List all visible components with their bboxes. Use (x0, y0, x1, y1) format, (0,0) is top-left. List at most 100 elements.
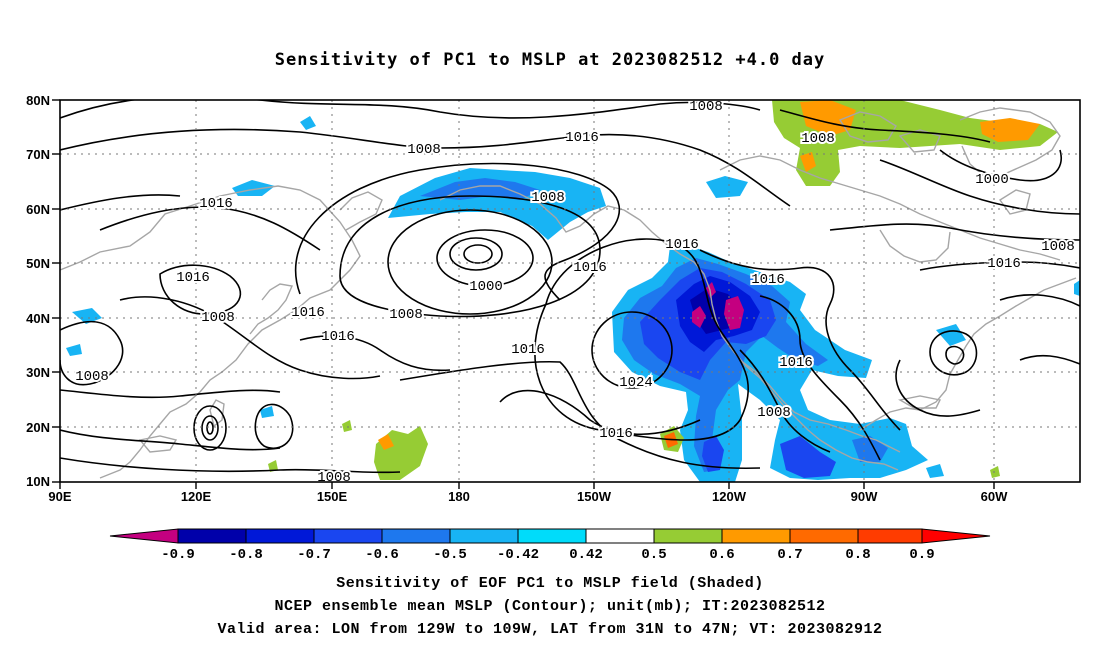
shade-small-green-2 (342, 420, 352, 432)
contour-label: 1016 (511, 342, 545, 358)
contour-label: 1024 (619, 375, 653, 391)
contour-atlantic-2 (1019, 354, 1080, 365)
shade-arctic-orange-2 (980, 118, 1040, 142)
coast-arctic-isl (838, 111, 897, 143)
contour-typhoon (193, 405, 227, 451)
colorbar (109, 528, 991, 544)
shade-mexico-1 (780, 436, 836, 478)
coast-gulf (859, 277, 1077, 431)
contour-low-inner2 (463, 244, 493, 264)
colorbar-label: 0.7 (777, 547, 802, 563)
colorbar-label: -0.7 (297, 547, 331, 563)
contour-high-1024 (591, 311, 673, 389)
colorbar-label: -0.8 (229, 547, 263, 563)
contour-label: 1008 (531, 190, 565, 206)
lat-label: 10N (26, 474, 50, 489)
shade-small-green-3 (990, 466, 1000, 478)
coastlines (60, 107, 1077, 479)
colorbar-label: 0.6 (709, 547, 734, 563)
colorbar-label: 0.5 (641, 547, 666, 563)
contour-label: 1008 (201, 310, 235, 326)
map-frame (59, 99, 1081, 483)
contour-label: 1016 (176, 270, 210, 286)
contour-label: 1016 (987, 256, 1021, 272)
mslp-contours (60, 100, 1080, 474)
shade-gulf (936, 324, 966, 346)
coast-canada (719, 155, 1061, 261)
grid (60, 100, 1080, 482)
contour-asia-1008 (119, 296, 381, 380)
colorbar-cell (381, 528, 451, 544)
lon-label: 90W (851, 489, 878, 504)
lon-label: 150W (577, 489, 612, 504)
lon-label: 60W (981, 489, 1008, 504)
contour-label: 1008 (757, 405, 791, 421)
lat-label: 80N (26, 93, 50, 108)
shade-west-east-pac (300, 116, 316, 130)
contour-label: 1008 (407, 142, 441, 158)
contour-east-1016 (919, 261, 1080, 271)
contour-label: 1008 (1041, 239, 1075, 255)
coast-hudson (879, 229, 951, 263)
contour-label: 1016 (751, 272, 785, 288)
lon-label: 90E (48, 489, 71, 504)
colorbar-label: -0.5 (433, 547, 467, 563)
contour-1016-w (99, 206, 321, 251)
colorbar-cell (721, 528, 791, 544)
contour-canada-1016 (829, 223, 1080, 241)
contour-low-1000 (436, 229, 534, 287)
coast-philippines (209, 399, 225, 428)
lon-label: 120E (181, 489, 212, 504)
contour-label: 1016 (599, 426, 633, 442)
contour-east-ring2 (945, 345, 965, 365)
caption-contour: NCEP ensemble mean MSLP (Contour); unit(… (274, 598, 826, 615)
contour-label: 1016 (199, 196, 233, 212)
contour-label: 1016 (665, 237, 699, 253)
contour-label: 1016 (291, 305, 325, 321)
contour-na-1008 (739, 349, 831, 453)
colorbar-labels: -0.9 -0.8 -0.7 -0.6 -0.5 -0.42 0.42 0.5 … (161, 547, 934, 563)
shade-pacific-orange (378, 434, 394, 450)
lon-label: 120W (712, 489, 747, 504)
lon-label: 150E (317, 489, 348, 504)
contour-pac-1016 (299, 335, 451, 372)
lat-label: 60N (26, 202, 50, 217)
contour-label: 1016 (573, 260, 607, 276)
contour-low-inner (449, 237, 503, 271)
shade-small-green-1 (268, 460, 278, 472)
contour-pac-ring (254, 403, 294, 450)
colorbar-left-arrow (109, 528, 179, 544)
caption-valid-area: Valid area: LON from 129W to 109W, LAT f… (217, 621, 883, 638)
colorbar-label: -0.42 (497, 547, 539, 563)
lat-label: 70N (26, 147, 50, 162)
shade-alaska-band (388, 168, 606, 240)
shade-east-atl (1074, 280, 1080, 296)
colorbar-label: -0.6 (365, 547, 399, 563)
coast-kamchatka (339, 191, 383, 231)
coast-greenland (959, 107, 1061, 177)
contour-1008-2 (60, 128, 791, 207)
contour-label: 1008 (689, 99, 723, 115)
caption-shaded: Sensitivity of EOF PC1 to MSLP field (Sh… (336, 575, 764, 592)
shade-small1 (66, 344, 82, 356)
contour-low-outer (339, 195, 601, 318)
lat-label: 40N (26, 311, 50, 326)
contour-arctic-1008 (779, 109, 991, 143)
shade-mexico-3 (852, 436, 888, 462)
colorbar-cell (517, 528, 587, 544)
colorbar-right-arrow (921, 528, 991, 544)
colorbar-cell (449, 528, 519, 544)
coast-japan (249, 283, 293, 335)
colorbar-cell (653, 528, 723, 544)
contour-label: 1008 (389, 307, 423, 323)
contour-label: 1016 (565, 130, 599, 146)
contour-typhoon-3 (206, 421, 214, 435)
contour-label: 1000 (469, 279, 503, 295)
shade-arctic-orange-1 (800, 100, 856, 136)
contour-atlantic (999, 294, 1080, 307)
contour-label: 1008 (317, 470, 351, 486)
lon-label: 180 (448, 489, 470, 504)
contour-label: 1008 (801, 131, 835, 147)
colorbar-label: 0.42 (569, 547, 603, 563)
